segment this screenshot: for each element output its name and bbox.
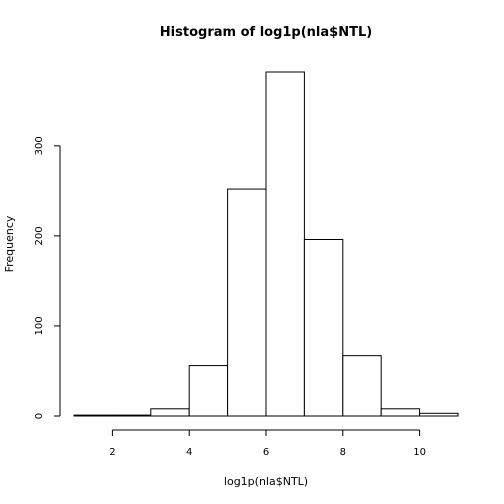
y-tick-label-300: 300 (34, 136, 45, 155)
histogram-bar-10 (419, 412, 459, 417)
y-axis-label: Frequency (3, 215, 16, 272)
x-tick-label-10: 10 (413, 447, 426, 458)
y-tick-label-200: 200 (34, 226, 45, 245)
x-tick-label-6: 6 (263, 447, 269, 458)
histogram-bar-4 (188, 365, 229, 417)
y-axis: 0 100 200 300 (34, 136, 61, 419)
histogram-bar-5 (227, 188, 267, 417)
histogram-bar-9 (380, 408, 421, 417)
x-axis-label: log1p(nla$NTL) (224, 475, 308, 488)
histogram-bars (73, 71, 459, 417)
histogram-bar-2 (111, 414, 152, 417)
x-axis: 2 4 6 8 10 (109, 429, 426, 458)
chart-title: Histogram of log1p(nla$NTL) (160, 25, 372, 40)
histogram-bar-3 (150, 408, 190, 417)
histogram-bar-6 (265, 71, 305, 417)
y-tick-label-100: 100 (34, 316, 45, 335)
histogram-bar-1 (73, 414, 113, 417)
y-tick-label-0: 0 (34, 413, 45, 419)
x-tick-label-8: 8 (340, 447, 346, 458)
x-tick-label-2: 2 (109, 447, 115, 458)
x-tick-label-4: 4 (186, 447, 192, 458)
histogram-bar-8 (342, 355, 382, 417)
histogram-bar-7 (303, 238, 344, 417)
